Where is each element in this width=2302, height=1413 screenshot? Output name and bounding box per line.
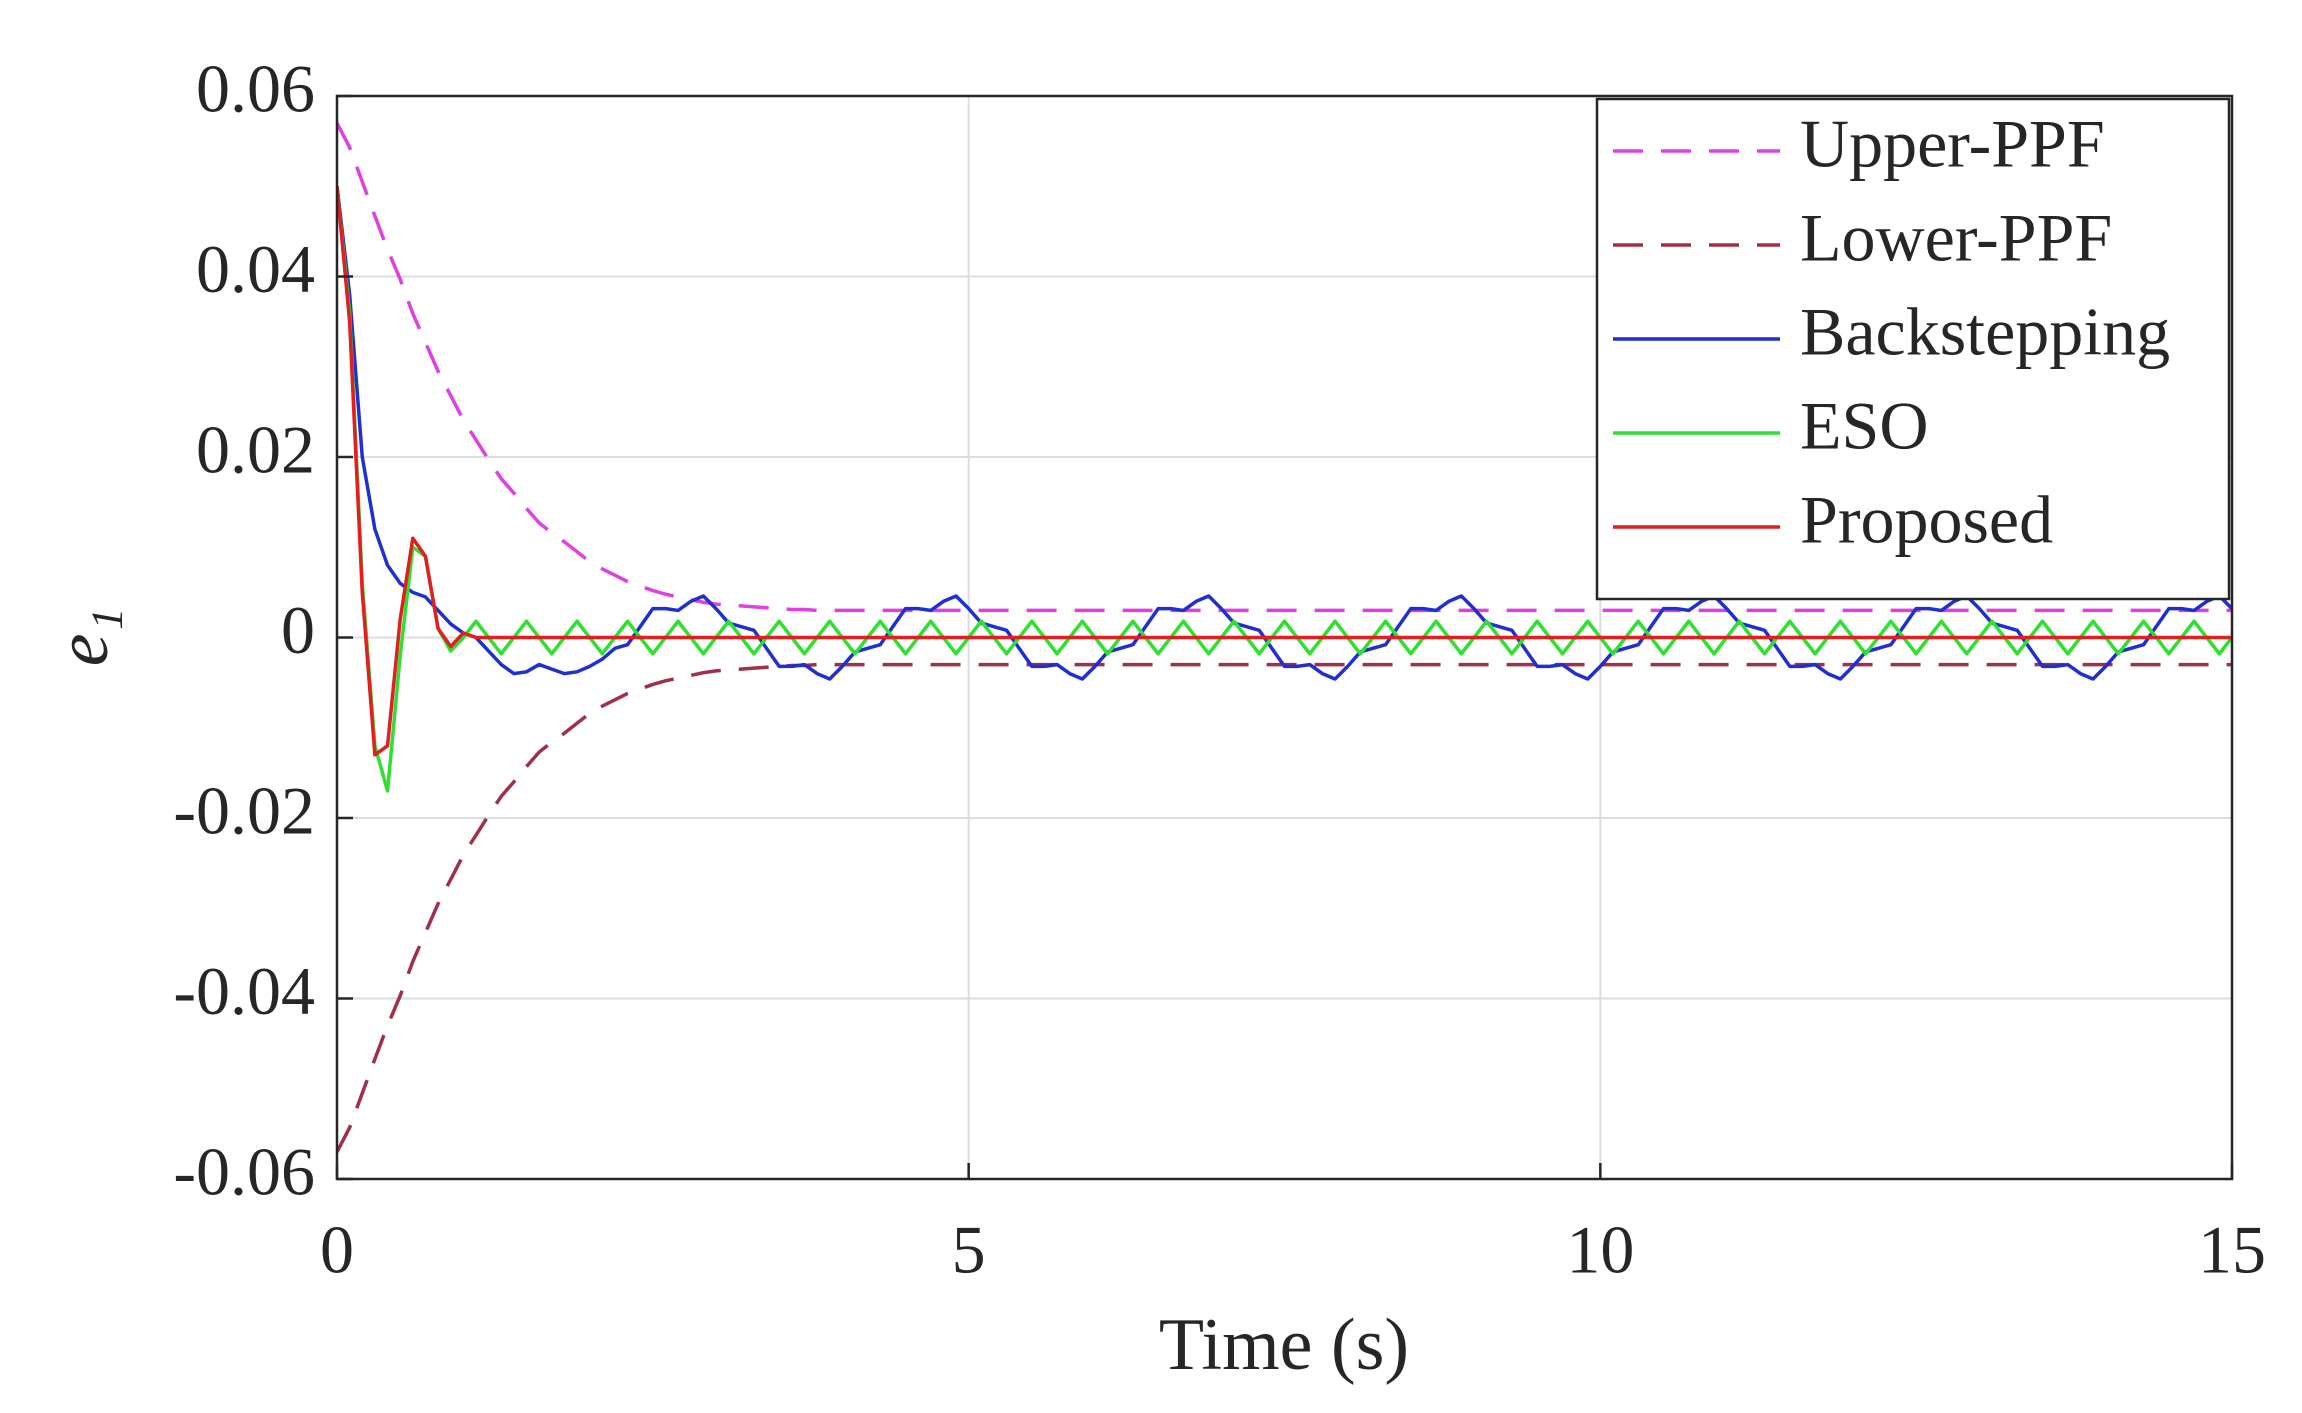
plot-lines: [337, 122, 2232, 1153]
y-tick-label: -0.06: [173, 1134, 315, 1210]
x-tick-label: 10: [1566, 1212, 1634, 1288]
legend-label: Upper-PPF: [1800, 106, 2105, 182]
ticks: 0 5 10 15 -0.06 -0.04 -0.02 0 0.02 0.04 0.06: [173, 51, 2266, 1288]
series-line: [337, 186, 2232, 681]
x-tick-label: 0: [320, 1212, 354, 1288]
x-tick-label: 15: [2198, 1212, 2266, 1288]
y-tick-label: 0: [281, 592, 315, 668]
y-tick-label: 0.02: [196, 412, 315, 488]
series-line: [337, 186, 2232, 757]
legend-label: Proposed: [1800, 482, 2053, 558]
legend-label: Lower-PPF: [1800, 200, 2112, 276]
y-tick-label: -0.02: [173, 773, 315, 849]
legend-label: ESO: [1800, 388, 1928, 464]
x-tick-label: 5: [952, 1212, 986, 1288]
legend: Upper-PPF Lower-PPF Backstepping ESO Propose…: [1595, 97, 2231, 601]
y-axis-title: e₁: [42, 608, 124, 667]
legend-label: Backstepping: [1800, 294, 2170, 370]
x-axis-title: Time (s): [1159, 1304, 1409, 1386]
y-tick-label: 0.06: [196, 51, 315, 127]
series-line: [337, 186, 2232, 793]
y-tick-label: 0.04: [196, 231, 315, 307]
legend-box: [1595, 97, 2231, 601]
y-tick-label: -0.04: [173, 953, 315, 1029]
